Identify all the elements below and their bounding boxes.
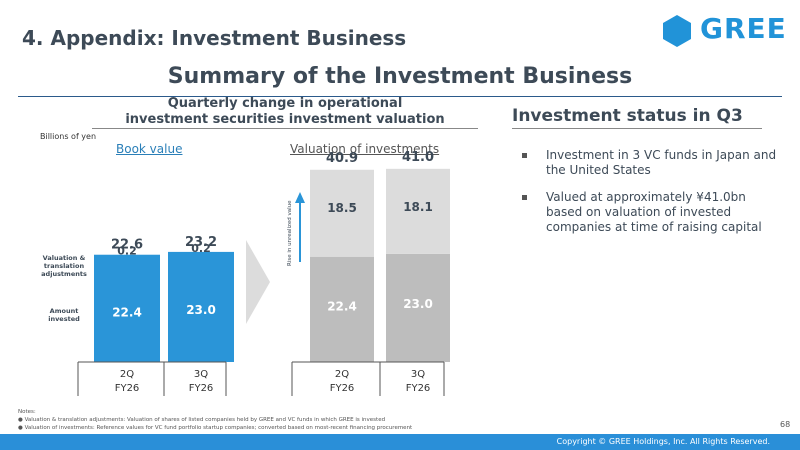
note-item: ● Valuation & translation adjustments: V…	[18, 417, 386, 423]
x-tick-quarter: 2Q	[120, 369, 134, 380]
right-panel-heading: Investment status in Q3	[512, 106, 743, 126]
transition-arrow	[246, 240, 270, 324]
x-tick-quarter: 3Q	[411, 369, 425, 380]
x-tick-fy: FY26	[115, 383, 140, 394]
legend-amount-line1: Amount	[50, 307, 79, 315]
notes-title: Notes:	[18, 409, 36, 415]
x-tick-quarter: 3Q	[194, 369, 208, 380]
bar-value-label: 23.0	[403, 297, 433, 311]
bar-unrealized-rise	[386, 168, 450, 254]
page-number: 68	[780, 420, 791, 429]
book-value-label: Book value	[116, 142, 183, 156]
left-panel-heading: Quarterly change in operational investme…	[90, 96, 480, 128]
legend-valuation: Valuation & translation adjustments	[41, 254, 87, 278]
rise-arrow-head	[295, 192, 305, 203]
legend-valuation-line1: Valuation &	[43, 254, 86, 262]
section-title: 4. Appendix: Investment Business	[22, 26, 407, 50]
investments-label: Valuation of investments	[290, 142, 440, 156]
bar-rise-label: 18.1	[403, 200, 433, 214]
bar-total-label: 22.6	[111, 238, 143, 253]
chart-layer: 22.40.222.623.00.223.22QFY263QFY2622.418…	[77, 150, 450, 396]
rise-label: Rise in unrealized value	[287, 200, 293, 266]
x-tick-fy: FY26	[189, 383, 214, 394]
notes: Notes: ● Valuation & translation adjustm…	[18, 408, 412, 432]
bar-total-label: 23.2	[185, 235, 217, 250]
footer-bar: Copyright © GREE Holdings, Inc. All Righ…	[0, 434, 800, 450]
bar-rise-label: 18.5	[327, 201, 357, 215]
gree-logo: GREE	[660, 12, 786, 48]
bar-total-label: 41.0	[402, 150, 434, 165]
legend-valuation-line3: adjustments	[41, 270, 87, 278]
right-heading-rule	[512, 128, 762, 129]
title-divider	[18, 96, 782, 97]
bar-amount-invested	[310, 256, 374, 362]
note-text: Valuation of investments: Reference valu…	[24, 425, 413, 431]
hexagon-logo-icon	[663, 15, 691, 47]
unit-label: Billions of yen	[40, 132, 97, 141]
legend-amount: Amount invested	[48, 307, 80, 323]
legend-amount-line2: invested	[48, 315, 80, 323]
investment-status-list: Investment in 3 VC funds in Japan and th…	[520, 148, 780, 247]
x-tick-fy: FY26	[330, 383, 355, 394]
note-text: Valuation & translation adjustments: Val…	[24, 417, 386, 423]
left-heading-line2: investment securities investment valuati…	[125, 112, 445, 127]
x-tick-fy: FY26	[406, 383, 431, 394]
bar-book-value	[168, 251, 234, 362]
bar-value-label: 23.0	[186, 303, 216, 317]
bar-total-label: 40.9	[326, 151, 358, 166]
left-heading-line1: Quarterly change in operational	[167, 96, 403, 111]
bar-unrealized-rise	[310, 169, 374, 257]
main-title: Summary of the Investment Business	[167, 64, 633, 89]
left-heading-rule	[92, 128, 478, 129]
bar-book-value	[94, 254, 160, 362]
bar-adjustment-label: 0.2	[191, 242, 211, 255]
bar-adjustment-label: 0.2	[117, 245, 137, 258]
bar-value-label: 22.4	[327, 300, 357, 314]
bullet-item: Valued at approximately ¥41.0bn based on…	[520, 190, 780, 235]
note-item: ● Valuation of investments: Reference va…	[18, 425, 413, 431]
x-tick-quarter: 2Q	[335, 369, 349, 380]
legend-valuation-line2: translation	[44, 262, 85, 270]
bar-amount-invested	[386, 253, 450, 362]
bullet-item: Investment in 3 VC funds in Japan and th…	[520, 148, 780, 178]
copyright-text: Copyright © GREE Holdings, Inc. All Righ…	[556, 437, 770, 446]
logo-text: GREE	[700, 12, 787, 45]
bar-value-label: 22.4	[112, 306, 142, 320]
